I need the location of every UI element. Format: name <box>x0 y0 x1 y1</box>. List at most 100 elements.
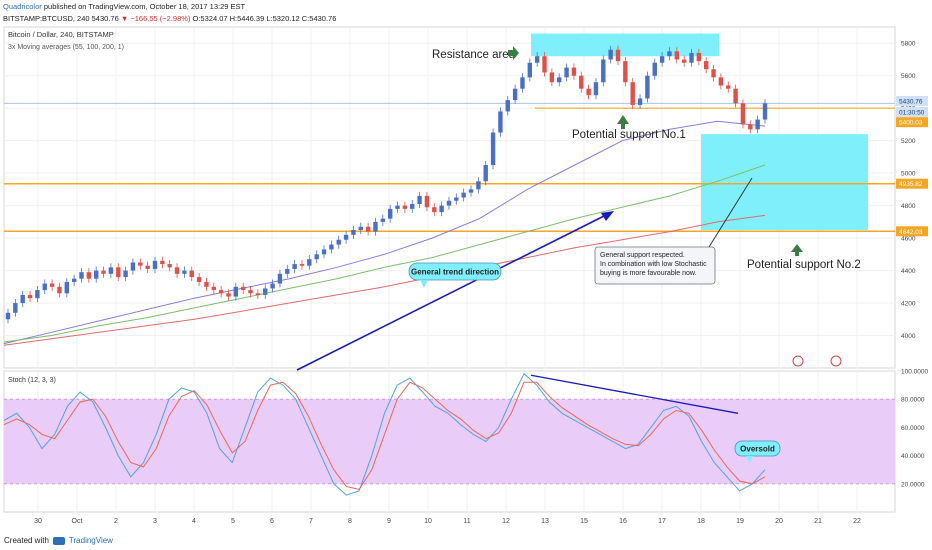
candle-body <box>13 303 18 313</box>
candle-body <box>490 132 496 166</box>
candle-body <box>417 195 422 204</box>
last-price: 5430.76 <box>91 14 119 23</box>
stoch-line-k <box>3 372 766 496</box>
candle-body <box>211 286 216 291</box>
event-badge-icon <box>830 355 842 367</box>
candle-body <box>233 286 239 297</box>
symbol-line: BITSTAMP:BTCUSD, 240 5430.76 ▼ −166.55 (… <box>3 14 336 23</box>
oversold-bubble <box>734 440 781 457</box>
x-tick-label: 7 <box>309 518 313 525</box>
candle-body <box>395 205 400 209</box>
author-link[interactable]: Quadricolor <box>3 2 42 11</box>
stoch-y-tick: 60.0000 <box>901 425 925 432</box>
candle-body <box>277 273 283 284</box>
candle-body <box>189 270 194 278</box>
candle-body <box>439 205 444 213</box>
price-label-4935-bg <box>896 178 928 189</box>
stoch-y-tick: 40.0000 <box>901 453 925 460</box>
chart-subtitle: 3x Moving averages (55, 100, 200, 1) <box>8 44 124 51</box>
support1-arrow-icon <box>617 115 629 129</box>
candle-body <box>292 264 297 269</box>
symbol-label: BITSTAMP:BTCUSD, 240 <box>3 14 90 23</box>
created-with-text: Created with <box>4 536 49 545</box>
ohlc-values: O:5324.07 H:5446.39 L:5320.12 C:5430.76 <box>192 14 337 23</box>
y-tick-label: 4000 <box>901 333 916 340</box>
candle-body <box>410 203 415 209</box>
x-tick-label: 21 <box>814 518 822 525</box>
x-tick-label: 16 <box>619 518 627 525</box>
candle-body <box>512 88 518 101</box>
candle-body <box>167 264 172 268</box>
x-tick-label: 22 <box>853 518 861 525</box>
price-label-last: 5430.76 <box>899 98 923 105</box>
candle-body <box>123 270 128 278</box>
x-tick-label: 8 <box>348 518 352 525</box>
candle-body <box>520 77 525 89</box>
candle-body <box>263 288 268 295</box>
publish-line: Quadricolor published on TradingView.com… <box>3 2 245 11</box>
candle-body <box>5 312 11 320</box>
note-pointer-line <box>708 177 753 248</box>
candle-body <box>564 67 569 78</box>
candle-body <box>689 52 694 63</box>
candle-body <box>145 265 150 269</box>
candle-body <box>498 111 503 133</box>
note-box <box>594 246 716 285</box>
candle-body <box>755 119 760 130</box>
candle-body <box>49 283 55 287</box>
trend-arrow-line <box>296 214 607 371</box>
candle-body <box>373 221 378 232</box>
candle-body <box>630 82 635 105</box>
candle-body <box>652 62 657 76</box>
price-label-timer: 01:30:50 <box>899 109 925 116</box>
y-tick-label: 4400 <box>901 268 916 275</box>
candle-body <box>534 56 540 63</box>
candle-body <box>733 88 738 104</box>
candle-body <box>351 229 356 235</box>
candle-body <box>307 259 312 266</box>
tradingview-brand[interactable]: TradingView <box>68 536 113 545</box>
x-tick-label: 5 <box>231 518 235 525</box>
candle-body <box>387 208 393 219</box>
x-tick-label: 12 <box>502 518 510 525</box>
candle-body <box>358 226 363 230</box>
candle-body <box>343 234 349 240</box>
y-tick-label: 5000 <box>901 171 916 178</box>
candle-body <box>593 82 599 96</box>
trend-arrow-head-icon <box>601 211 614 221</box>
candle-body <box>79 272 84 279</box>
ma-line-ma100 <box>3 164 766 343</box>
x-tick-label: 2 <box>114 518 118 525</box>
x-tick-label: 9 <box>387 518 391 525</box>
x-tick-label: 15 <box>580 518 588 525</box>
footer: Created with TradingView <box>4 536 113 545</box>
x-tick-label: 10 <box>424 518 432 525</box>
note-line: General support respected. <box>600 252 685 259</box>
candle-body <box>101 270 106 274</box>
candle-body <box>446 200 452 206</box>
y-tick-label: 4800 <box>901 203 916 210</box>
candle-body <box>674 51 680 60</box>
candle-body <box>726 85 731 89</box>
candle-body <box>718 77 724 86</box>
resistance-arrow-icon <box>508 46 519 60</box>
price-change: ▼ −166.55 (−2.98%) <box>120 14 191 23</box>
candle-body <box>432 207 437 213</box>
candle-body <box>138 262 143 266</box>
candle-body <box>27 294 33 299</box>
candle-body <box>57 286 62 294</box>
chart-title: Bitcoin / Dollar, 240, BITSTAMP <box>8 30 114 39</box>
candle-body <box>483 165 488 182</box>
candle-body <box>505 100 510 112</box>
candle-body <box>454 197 459 201</box>
candle-body <box>623 61 628 83</box>
candle-body <box>321 249 327 255</box>
y-tick-label: 5800 <box>901 41 916 48</box>
stoch-title: Stoch (12, 3, 3) <box>8 377 56 384</box>
price-label-4642-bg <box>896 226 928 237</box>
support2-label: Potential support No.2 <box>747 259 861 271</box>
y-tick-label: 5600 <box>901 73 916 80</box>
candle-body <box>35 290 40 299</box>
candle-body <box>527 62 533 78</box>
